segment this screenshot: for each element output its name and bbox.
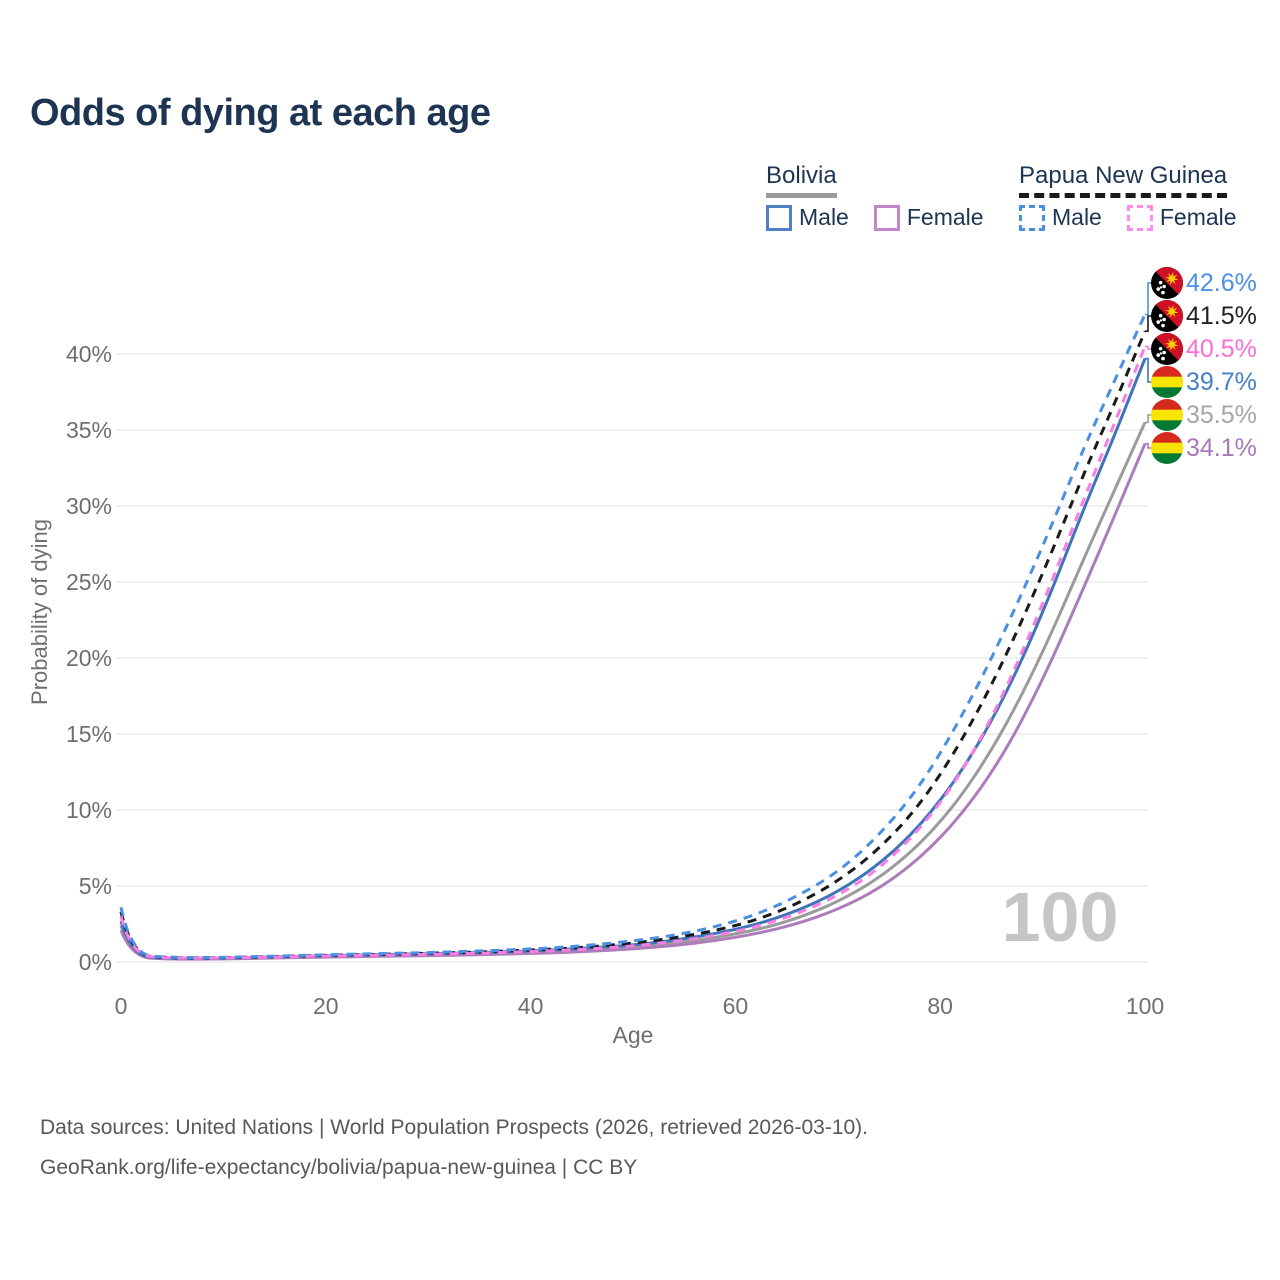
line-papua-new-guinea (119, 330, 1147, 960)
flag-papua-new-guinea-icon (1151, 333, 1183, 365)
flag-bolivia-icon (1151, 366, 1183, 398)
y-tick-label-20: 20% (66, 645, 112, 671)
end-label-papua-new-guinea: 41.5% (1186, 302, 1257, 330)
legend-item-label: Male (1052, 204, 1102, 230)
legend-item-label: Male (799, 204, 849, 230)
end-label-papua-new-guinea-female: 40.5% (1186, 335, 1257, 363)
legend-group-papua-new-guinea: Papua New Guinea Male Female (1019, 162, 1237, 231)
legend-country-bolivia[interactable]: Bolivia (766, 162, 837, 198)
y-tick-label-0: 0% (79, 949, 112, 975)
line-bolivia (119, 421, 1147, 961)
legend-item-label: Female (1159, 204, 1237, 230)
y-tick-label-40: 40% (66, 341, 112, 367)
end-label-bolivia: 35.5% (1186, 401, 1257, 429)
x-tick-label-100: 100 (1126, 993, 1164, 1019)
x-tick-label-80: 80 (927, 993, 953, 1019)
legend-item-bolivia-male[interactable]: Male (766, 204, 849, 231)
end-label-papua-new-guinea-male: 42.6% (1186, 269, 1257, 297)
legend-item-label: Female (906, 204, 984, 230)
flag-papua-new-guinea-icon (1151, 267, 1183, 299)
flag-papua-new-guinea-icon (1151, 300, 1183, 332)
papua-new-guinea-female-swatch-icon (1126, 204, 1153, 231)
y-tick-label-5: 5% (79, 873, 112, 899)
data-sources-footer: Data sources: United Nations | World Pop… (40, 1108, 868, 1188)
sources-line-2: GeoRank.org/life-expectancy/bolivia/papu… (40, 1156, 638, 1179)
legend-item-papua-new-guinea-male[interactable]: Male (1019, 204, 1102, 231)
x-tick-label-40: 40 (518, 993, 544, 1019)
legend-item-bolivia-female[interactable]: Female (873, 204, 984, 231)
y-tick-label-15: 15% (66, 721, 112, 747)
flag-bolivia-icon (1151, 399, 1183, 431)
sources-line-1: Data sources: United Nations | World Pop… (40, 1116, 869, 1139)
age-indicator-watermark: 100 (1002, 878, 1119, 956)
line-bolivia-female (119, 443, 1147, 961)
y-tick-label-10: 10% (66, 797, 112, 823)
bolivia-female-swatch-icon (873, 204, 900, 231)
page-title: Odds of dying at each age (30, 92, 491, 134)
bolivia-male-swatch-icon (766, 204, 792, 231)
y-axis-title: Probability of dying (27, 519, 52, 705)
papua-new-guinea-male-swatch-icon (1019, 204, 1045, 231)
line-papua-new-guinea-male (119, 313, 1147, 960)
y-tick-label-35: 35% (66, 417, 112, 443)
legend-items-papua-new-guinea: Male Female (1019, 204, 1237, 231)
legend-country-papua-new-guinea[interactable]: Papua New Guinea (1019, 162, 1228, 198)
legend-group-bolivia: Bolivia Male Female (766, 162, 984, 231)
y-tick-label-25: 25% (66, 569, 112, 595)
legend-items-bolivia: Male Female (766, 204, 984, 231)
x-axis-title: Age (613, 1022, 654, 1048)
y-tick-label-30: 30% (66, 493, 112, 519)
end-label-bolivia-female: 34.1% (1186, 434, 1257, 462)
x-tick-label-60: 60 (723, 993, 749, 1019)
x-tick-label-0: 0 (115, 993, 128, 1019)
legend-item-papua-new-guinea-female[interactable]: Female (1126, 204, 1237, 231)
line-papua-new-guinea-female (119, 345, 1147, 960)
flag-bolivia-icon (1151, 432, 1183, 464)
x-tick-label-20: 20 (313, 993, 339, 1019)
end-label-bolivia-male: 39.7% (1186, 368, 1257, 396)
